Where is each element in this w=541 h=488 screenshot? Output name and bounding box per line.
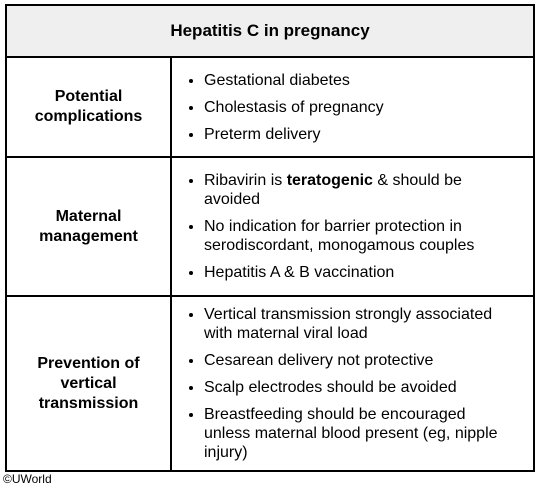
table-row: Prevention of vertical transmission Verti… — [5, 295, 535, 472]
bullet-list: Ribavirin is teratogenic & should be avo… — [172, 171, 533, 282]
text-run: Gestational diabetes — [204, 71, 350, 89]
text-run: Cholestasis of pregnancy — [204, 98, 384, 116]
text-run: Ribavirin is — [204, 172, 287, 189]
copyright: ©UWorld — [3, 472, 52, 486]
text-run: Preterm delivery — [204, 125, 321, 143]
bullet-item: Cesarean delivery not protective — [204, 351, 515, 370]
text-run: Hepatitis A & B vaccination — [204, 264, 395, 281]
row-heading: Potential complications — [5, 56, 172, 158]
text-run: & should be avoided — [204, 172, 462, 208]
table-title: Hepatitis C in pregnancy — [5, 4, 535, 58]
row-body: Ribavirin is teratogenic & should be avo… — [170, 156, 535, 297]
row-body: Gestational diabetes Cholestasis of pregn… — [170, 56, 535, 158]
text-run: No indication for barrier protection in … — [204, 218, 475, 254]
row-heading: Maternal management — [5, 156, 172, 297]
text-run: teratogenic — [286, 172, 373, 189]
bullet-item: No indication for barrier protection in … — [204, 217, 515, 255]
table: Hepatitis C in pregnancy Potential compl… — [5, 4, 535, 472]
bullet-item: Scalp electrodes should be avoided — [204, 378, 515, 397]
bullet-item: Vertical transmission strongly associate… — [204, 305, 515, 343]
bullet-item: Preterm delivery — [204, 125, 515, 144]
table-row: Potential complicationsGestational diabe… — [5, 56, 535, 158]
row-heading: Prevention of vertical transmission — [5, 295, 172, 472]
bullet-item: Hepatitis A & B vaccination — [204, 263, 515, 282]
text-run: Scalp electrodes should be avoided — [204, 379, 457, 396]
text-run: Vertical transmission strongly associate… — [204, 306, 493, 342]
bullet-item: Ribavirin is teratogenic & should be avo… — [204, 171, 515, 209]
text-run: Breastfeeding should be encouraged unles… — [204, 406, 498, 461]
bullet-item: Cholestasis of pregnancy — [204, 98, 515, 117]
text-run: Cesarean delivery not protective — [204, 352, 434, 369]
bullet-item: Gestational diabetes — [204, 71, 515, 90]
row-body: Vertical transmission strongly associate… — [170, 295, 535, 472]
bullet-item: Breastfeeding should be encouraged unles… — [204, 405, 515, 462]
table-row: Maternal management Ribavirin is teratoge… — [5, 156, 535, 297]
bullet-list: Vertical transmission strongly associate… — [172, 305, 533, 462]
bullet-list: Gestational diabetes Cholestasis of pregn… — [172, 71, 533, 144]
